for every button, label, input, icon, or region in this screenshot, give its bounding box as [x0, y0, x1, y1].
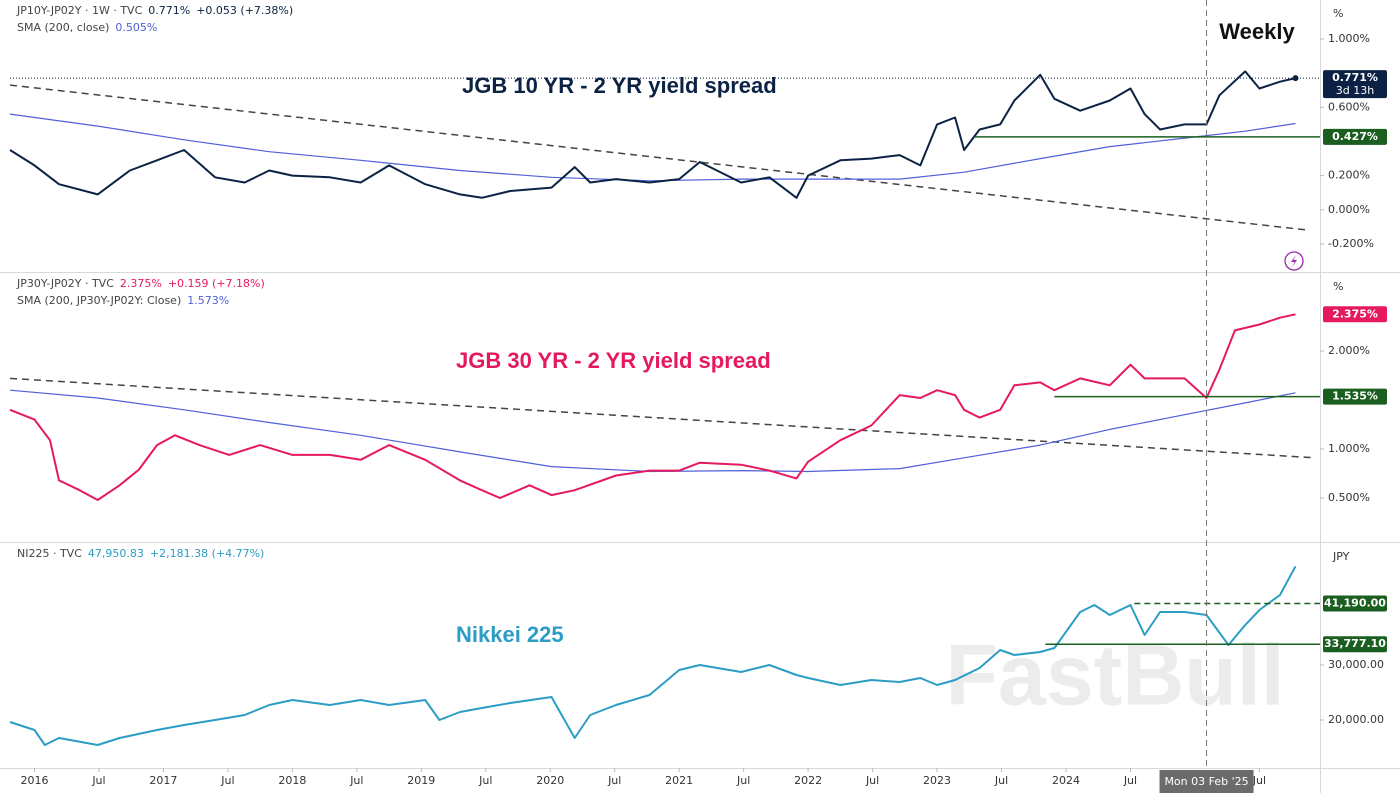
x-tick-label: 2017 [149, 774, 177, 787]
crosshair-tag [1159, 770, 1254, 793]
x-tick-label: 2024 [1052, 774, 1080, 787]
last-price-label: 2.375% [1332, 307, 1378, 320]
y-tick-label: 0.600% [1328, 100, 1370, 113]
x-tick-label: 2019 [407, 774, 435, 787]
price-tag-label: 0.427% [1332, 130, 1378, 143]
x-tick-label: 2023 [923, 774, 951, 787]
chart-title: JGB 30 YR - 2 YR yield spread [456, 348, 771, 373]
legend-entry: JP10Y-JP02Y · 1W · TVC 0.771% +0.053 (+7.3… [16, 4, 293, 17]
sma-line [9, 113, 1296, 182]
x-tick-label: Jul [736, 774, 750, 787]
series-line [9, 565, 1297, 746]
y-tick-label: 2.000% [1328, 344, 1370, 357]
x-tick-label: Jul [349, 774, 363, 787]
y-tick-label: 0.500% [1328, 491, 1370, 504]
last-price-label: 0.771% [1332, 71, 1378, 84]
last-point [1292, 75, 1299, 82]
price-tag-label: 1.535% [1332, 390, 1378, 403]
x-tick-label: Jul [1123, 774, 1137, 787]
legend-value: +2,181.38 (+4.77%) [150, 547, 264, 560]
x-tick-label: Jul [607, 774, 621, 787]
price-tag [1323, 388, 1387, 405]
series-line [9, 313, 1296, 501]
x-tick-label: Jul [994, 774, 1008, 787]
unit-label: JPY [1332, 550, 1350, 563]
legend-entry: SMA (200, close) 0.505% [17, 21, 157, 34]
y-tick-label: 1.000% [1328, 442, 1370, 455]
y-tick-label: 0.000% [1328, 203, 1370, 216]
y-tick-label: 30,000.00 [1328, 658, 1384, 671]
legend-entry: SMA (200, JP30Y-JP02Y: Close) 1.573% [17, 294, 229, 307]
x-tick-label: 2018 [278, 774, 306, 787]
x-tick-label: 2021 [665, 774, 693, 787]
x-tick-label: Jul [220, 774, 234, 787]
y-tick-label: 20,000.00 [1328, 713, 1384, 726]
x-tick-label: Jul [91, 774, 105, 787]
x-tick-label: Jul [478, 774, 492, 787]
crosshair-label: Mon 03 Feb '25 [1164, 775, 1248, 788]
x-tick-label: Jul [865, 774, 879, 787]
chart-title: Nikkei 225 [456, 622, 564, 647]
legend-value: 0.771% [148, 4, 190, 17]
legend-name: NI225 · TVC [17, 547, 82, 560]
legend-value: 0.505% [115, 21, 157, 34]
price-tag-label: 33,777.10 [1324, 637, 1386, 650]
annotation: Weekly [1219, 19, 1295, 44]
y-tick-label: 0.200% [1328, 169, 1370, 182]
legend-value: 1.573% [187, 294, 229, 307]
alert-icon[interactable] [1284, 251, 1304, 271]
unit-label: % [1333, 280, 1343, 293]
price-tag-label: 41,190.00 [1324, 596, 1386, 609]
unit-label: % [1333, 7, 1343, 20]
countdown: 3d 13h [1336, 84, 1374, 97]
legend-value: 2.375% [120, 277, 162, 290]
legend-value: +0.159 (+7.18%) [168, 277, 265, 290]
legend-value: +0.053 (+7.38%) [196, 4, 293, 17]
series-line [9, 70, 1296, 199]
chart-title: JGB 10 YR - 2 YR yield spread [462, 73, 777, 98]
trendline [9, 377, 1315, 459]
x-tick-label: 2016 [20, 774, 48, 787]
watermark: FastBull [945, 628, 1284, 724]
legend-name: JP30Y-JP02Y · TVC [16, 277, 114, 290]
legend-entry: JP30Y-JP02Y · TVC 2.375% +0.159 (+7.18%) [16, 277, 265, 290]
legend-name: JP10Y-JP02Y · 1W · TVC [16, 4, 143, 17]
sma-line [9, 389, 1296, 473]
x-tick-label: 2022 [794, 774, 822, 787]
legend-entry: NI225 · TVC 47,950.83 +2,181.38 (+4.77%) [17, 547, 264, 560]
price-tag [1323, 128, 1387, 145]
x-tick-label: 2020 [536, 774, 564, 787]
legend-value: 47,950.83 [88, 547, 144, 560]
last-price-tag [1323, 306, 1387, 323]
trendline [9, 84, 1310, 232]
y-tick-label: 1.000% [1328, 32, 1370, 45]
price-tag [1323, 636, 1387, 653]
last-price-tag [1323, 70, 1387, 99]
x-tick-label: Jul [1252, 774, 1266, 787]
y-tick-label: -0.200% [1328, 237, 1374, 250]
legend-name: SMA (200, close) [17, 21, 109, 34]
legend-name: SMA (200, JP30Y-JP02Y: Close) [17, 294, 181, 307]
price-tag [1323, 595, 1387, 612]
